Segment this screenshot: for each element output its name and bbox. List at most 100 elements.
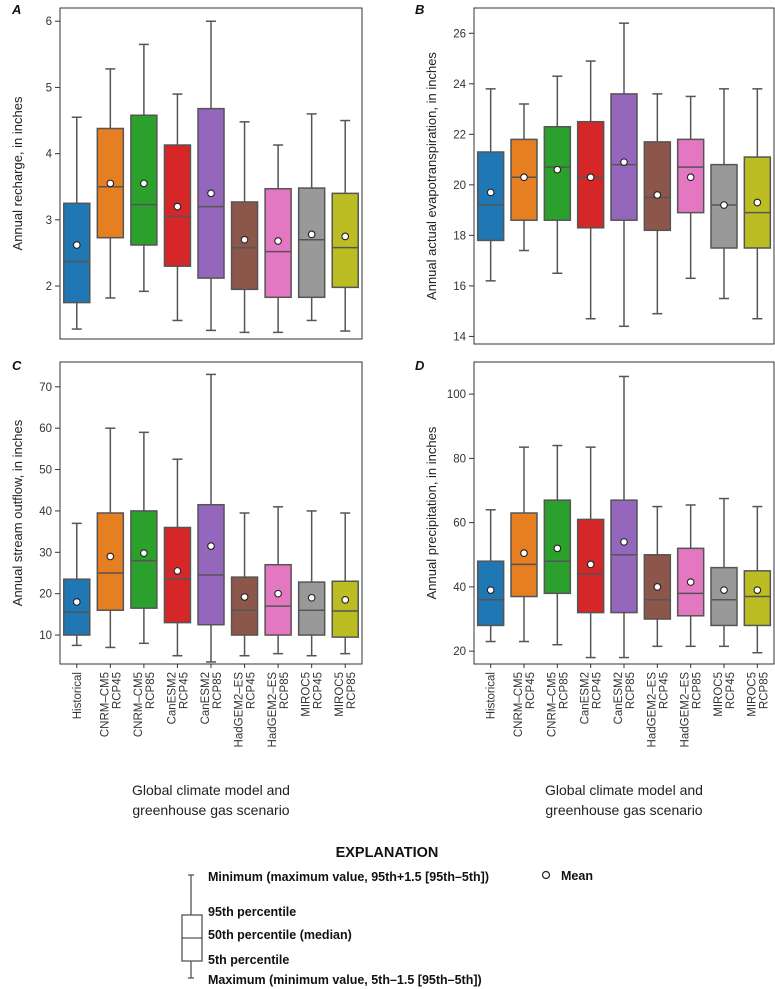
panel-a-mean-marker <box>274 237 282 245</box>
panel-c-mean-marker <box>207 542 215 550</box>
panel-c-ytick-label: 10 <box>39 630 52 642</box>
panel-a-mean-marker <box>106 179 115 188</box>
legend-mean-marker <box>541 870 551 880</box>
legend-median-label: 50th percentile (median) <box>208 928 352 942</box>
panel-d-category-text: RCP45 <box>725 672 737 709</box>
panel-b-ylabel: Annual actual evapotranspiration, in inc… <box>424 52 439 300</box>
panel-a-box <box>230 201 259 291</box>
panel-c-mean-marker <box>72 598 81 606</box>
panel-c-category-text: RCP45 <box>313 672 325 709</box>
panel-d-category-label: HadGEM2–ES RCP45 <box>646 672 670 748</box>
panel-d-mean-marker <box>686 578 695 586</box>
panel-b-frame <box>473 7 775 345</box>
panel-d-mean-marker <box>553 544 562 553</box>
panel-a-mean-marker <box>207 189 215 198</box>
panel-b-mean-marker <box>486 188 495 197</box>
panel-c-category-text: RCP45 <box>178 672 190 709</box>
panel-b-mean-marker <box>686 173 695 182</box>
panel-c-mean-marker <box>341 596 350 604</box>
panel-c-category-label: MIROC5 RCP85 <box>334 672 358 717</box>
panel-a-ytick-label: 6 <box>46 16 52 28</box>
panel-d-category-text: CanESM2 <box>613 672 625 724</box>
panel-c-category-text: HadGEM2–ES <box>234 672 246 748</box>
panel-b-ytick-label: 24 <box>453 79 466 91</box>
panel-c-category-label: CNRM–CM5 RCP85 <box>133 672 157 737</box>
panel-a-label: A <box>11 2 21 17</box>
panel-d-xlabel-line2: greenhouse gas scenario <box>545 802 702 818</box>
panel-c-box <box>230 576 259 636</box>
panel-c-category-text: Historical <box>72 672 84 719</box>
panel-d-category-text: HadGEM2–ES <box>680 672 692 748</box>
panel-b-ytick-label: 22 <box>453 129 466 141</box>
panel-a-box <box>331 192 359 289</box>
panel-c-category-text: RCP85 <box>279 672 291 709</box>
panel-d-category-label: HadGEM2–ES RCP85 <box>680 672 704 748</box>
panel-c-category-text: CanESM2 <box>200 672 212 724</box>
panel-d-ytick-label: 40 <box>453 582 466 594</box>
panel-c-mean-marker <box>140 549 148 557</box>
panel-a-box <box>63 202 91 304</box>
panel-b-ytick-label: 14 <box>453 331 466 343</box>
panel-c-box <box>163 526 192 624</box>
panel-c-category-label: MIROC5 RCP45 <box>301 672 325 717</box>
panel-c-box <box>130 510 158 609</box>
panel-b-mean-marker <box>753 198 762 207</box>
panel-d-mean-marker <box>486 586 495 594</box>
panel-c-ylabel: Annual stream outflow, in inches <box>10 419 25 606</box>
panel-c-category-text: CanESM2 <box>166 672 178 724</box>
panel-c-xlabel-line2: greenhouse gas scenario <box>132 802 289 818</box>
panel-c-category-text: RCP85 <box>212 672 224 709</box>
panel-d-category-label: MIROC5 RCP85 <box>746 672 770 717</box>
legend-maximum-label: Maximum (minimum value, 5th–1.5 [95th–5t… <box>208 973 482 987</box>
panel-d-category-text: RCP85 <box>558 672 570 709</box>
panel-b-ytick-label: 18 <box>453 230 466 242</box>
panel-d-category-text: RCP45 <box>525 672 537 709</box>
panel-d-mean-marker <box>620 538 628 546</box>
panel-c-box <box>197 503 225 626</box>
legend-5th-label: 5th percentile <box>208 953 289 967</box>
panel-a-mean-marker <box>72 241 81 249</box>
legend-box-symbol <box>181 874 203 979</box>
panel-d-label: D <box>415 358 425 373</box>
panel-d-category-text: Historical <box>486 672 498 719</box>
panel-d-category-label: CanESM2 RCP85 <box>613 672 637 724</box>
panel-c-category-text: RCP85 <box>346 672 358 709</box>
panel-d-category-label: CNRM–CM5 RCP45 <box>513 672 537 737</box>
panel-d-box <box>710 566 738 627</box>
panel-d-category-text: CanESM2 <box>580 672 592 724</box>
panel-c-category-text: RCP45 <box>111 672 123 709</box>
panel-c-category-label: CanESM2 RCP45 <box>166 672 190 724</box>
panel-a-box <box>297 187 326 299</box>
panel-c-category-text: HadGEM2–ES <box>267 672 279 748</box>
panel-d-mean-marker <box>520 549 528 558</box>
panel-c-ytick-label: 20 <box>39 589 52 601</box>
panel-d-xlabel-line1: Global climate model and <box>545 782 703 798</box>
panel-b-mean-marker <box>520 173 528 182</box>
panel-d-mean-marker <box>753 586 762 594</box>
panel-b-box <box>643 141 672 232</box>
panel-d-box <box>743 570 772 627</box>
panel-d-category-text: RCP85 <box>692 672 704 709</box>
figure: A 2 3 4 5 6 Annual recharge, in inches B 14 16 18 2… <box>10 2 775 818</box>
panel-d-ytick-label: 60 <box>453 518 466 530</box>
panel-d-ytick-label: 100 <box>447 389 466 401</box>
panel-c-ytick-label: 60 <box>39 423 52 435</box>
panel-d-category-label: CanESM2 RCP45 <box>580 672 604 724</box>
panel-c-ytick-label: 40 <box>39 506 52 518</box>
panel-c-category-label: HadGEM2–ES RCP45 <box>234 672 258 748</box>
panel-b-mean-marker <box>553 165 562 174</box>
panel-c-mean-marker <box>240 593 249 601</box>
panel-b-box <box>543 125 572 221</box>
panel-d-category-label: Historical <box>486 672 498 719</box>
legend-95th-label: 95th percentile <box>208 905 296 919</box>
panel-d-ylabel: Annual precipitation, in inches <box>424 426 439 599</box>
panel-c-mean-marker <box>173 567 182 575</box>
panel-c-ytick-label: 30 <box>39 547 52 559</box>
panel-b-ytick-label: 26 <box>453 28 466 40</box>
panel-a-mean-marker <box>307 230 316 239</box>
legend: EXPLANATION Minimum (maximum value, 95th… <box>181 845 593 987</box>
panel-c-category-label: CNRM–CM5 RCP45 <box>99 672 123 737</box>
panel-c-label: C <box>12 358 22 373</box>
panel-b-box <box>610 93 638 221</box>
panel-b-label: B <box>415 2 424 17</box>
